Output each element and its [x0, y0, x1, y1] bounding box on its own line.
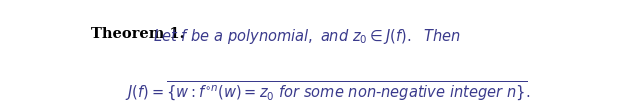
Text: $J(f) = \overline{\{w : f^{\circ n}(w) = z_0\ \mathit{for\ some\ non\text{-}nega: $J(f) = \overline{\{w : f^{\circ n}(w) =…	[125, 80, 531, 103]
Text: $\mathit{Let}\ f\ \mathit{be\ a\ polynomial,\ and}\ z_0 \in J(f).\ \ \mathit{The: $\mathit{Let}\ f\ \mathit{be\ a\ polynom…	[154, 27, 461, 46]
Text: Theorem 1.: Theorem 1.	[91, 27, 184, 41]
